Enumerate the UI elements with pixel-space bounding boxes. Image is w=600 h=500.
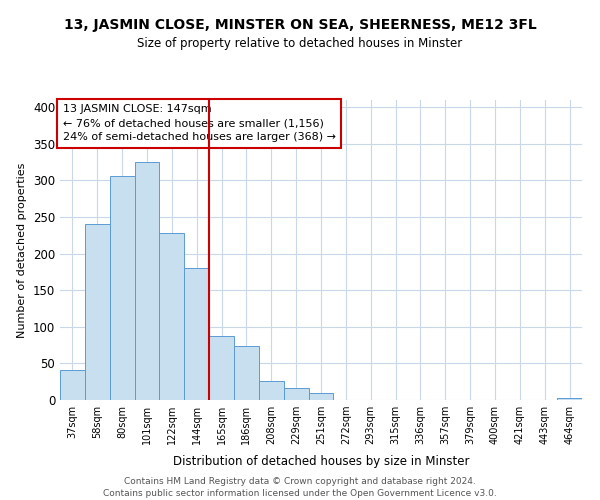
Bar [184,268,209,400]
Bar [60,370,85,400]
Text: 13, JASMIN CLOSE, MINSTER ON SEA, SHEERNESS, ME12 3FL: 13, JASMIN CLOSE, MINSTER ON SEA, SHEERN… [64,18,536,32]
Y-axis label: Number of detached properties: Number of detached properties [17,162,28,338]
Bar [259,381,284,400]
Bar [85,224,110,400]
Bar [110,176,134,400]
Text: 13 JASMIN CLOSE: 147sqm
← 76% of detached houses are smaller (1,156)
24% of semi: 13 JASMIN CLOSE: 147sqm ← 76% of detache… [62,104,335,142]
Bar [209,336,234,400]
Text: Contains public sector information licensed under the Open Government Licence v3: Contains public sector information licen… [103,489,497,498]
Bar [134,162,160,400]
Bar [284,388,308,400]
Text: Size of property relative to detached houses in Minster: Size of property relative to detached ho… [137,38,463,51]
Bar [160,233,184,400]
X-axis label: Distribution of detached houses by size in Minster: Distribution of detached houses by size … [173,456,469,468]
Bar [308,392,334,400]
Text: Contains HM Land Registry data © Crown copyright and database right 2024.: Contains HM Land Registry data © Crown c… [124,478,476,486]
Bar [234,346,259,400]
Bar [557,398,582,400]
